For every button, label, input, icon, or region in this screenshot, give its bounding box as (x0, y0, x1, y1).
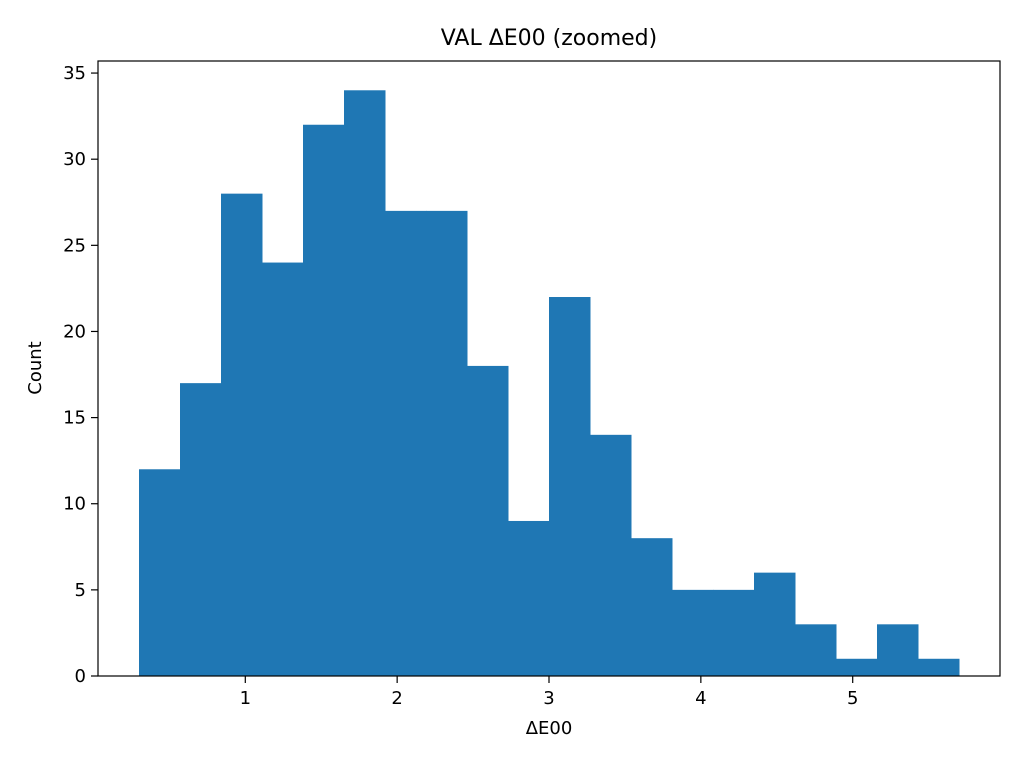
y-tick-label: 30 (63, 149, 86, 170)
histogram-bar (467, 365, 509, 676)
histogram-bar (262, 262, 304, 676)
histogram-bar (672, 589, 714, 676)
x-tick-label: 2 (391, 688, 402, 709)
histogram-bar (344, 90, 386, 677)
y-tick-label: 35 (63, 63, 86, 84)
histogram-bar (426, 210, 468, 676)
histogram-bar (221, 193, 263, 676)
histogram-bar (139, 469, 181, 676)
y-tick-label: 25 (63, 235, 86, 256)
histogram-bar (713, 589, 755, 676)
histogram-bar (836, 658, 878, 676)
x-tick-label: 5 (847, 688, 858, 709)
histogram-bar (385, 210, 427, 676)
x-axis-ticks: 1 2 3 4 5 (240, 676, 858, 709)
histogram-bar (631, 538, 673, 676)
plot-frame (97, 60, 1001, 677)
histogram-bar (549, 297, 591, 676)
histogram-bar (918, 658, 960, 676)
chart-title: VAL ΔE00 (zoomed) (441, 26, 657, 51)
y-axis-ticks: 0 5 10 15 20 25 30 35 (63, 63, 98, 687)
histogram-bar (508, 520, 550, 676)
bars-group (139, 90, 960, 677)
histogram-bar (877, 624, 919, 676)
y-axis-label: Count (25, 341, 46, 394)
histogram-bar (590, 434, 632, 676)
y-tick-label: 20 (63, 321, 86, 342)
y-tick-label: 0 (75, 666, 86, 687)
y-tick-label: 15 (63, 408, 86, 429)
histogram-bar (180, 383, 222, 676)
y-tick-label: 5 (75, 580, 86, 601)
y-tick-label: 10 (63, 494, 86, 515)
histogram-bar (754, 572, 796, 676)
x-axis-label: ΔE00 (526, 718, 573, 739)
histogram-bar (795, 624, 837, 676)
x-tick-label: 4 (695, 688, 706, 709)
x-tick-label: 1 (240, 688, 251, 709)
histogram-bar (303, 124, 345, 676)
x-tick-label: 3 (543, 688, 554, 709)
